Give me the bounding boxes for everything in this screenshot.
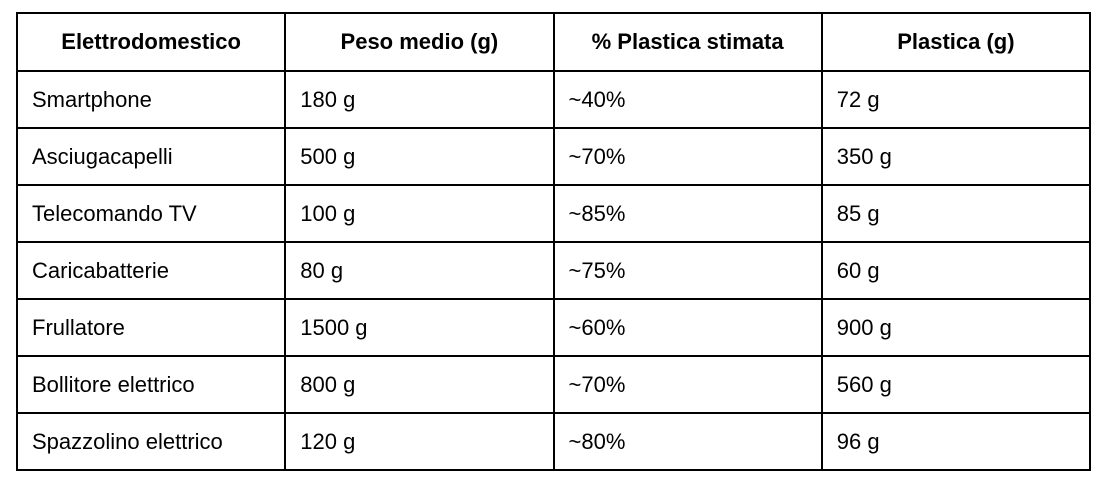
table-cell: 800 g bbox=[284, 355, 555, 414]
table-cell: 72 g bbox=[820, 70, 1092, 129]
table-cell: 120 g bbox=[284, 412, 555, 471]
table-cell: Asciugacapelli bbox=[15, 127, 287, 186]
data-table: Elettrodomestico Peso medio (g)% Plastica… bbox=[15, 12, 1092, 471]
table-row: Spazzolino elettrico 120 g ~80% 96 g bbox=[15, 412, 1092, 471]
table-cell: Smartphone bbox=[15, 70, 287, 129]
table-cell: ~85% bbox=[552, 184, 823, 243]
table-body: Smartphone 180 g ~40% 72 g Asciugacapelli 500… bbox=[15, 70, 1092, 471]
header-cell: Plastica (g) bbox=[820, 12, 1092, 72]
table-cell: 85 g bbox=[820, 184, 1092, 243]
table-cell: Frullatore bbox=[15, 298, 287, 357]
table-cell: 80 g bbox=[284, 241, 555, 300]
table-cell: 180 g bbox=[284, 70, 555, 129]
table-cell: 60 g bbox=[820, 241, 1092, 300]
table-cell: Telecomando TV bbox=[15, 184, 287, 243]
table-cell: ~70% bbox=[552, 127, 823, 186]
header-cell: Elettrodomestico bbox=[15, 12, 287, 72]
header-row: Elettrodomestico Peso medio (g)% Plastica… bbox=[15, 12, 1092, 72]
table-cell: 96 g bbox=[820, 412, 1092, 471]
table-row: Telecomando TV 100 g ~85% 85 g bbox=[15, 184, 1092, 243]
table-cell: Bollitore elettrico bbox=[15, 355, 287, 414]
table-cell: 350 g bbox=[820, 127, 1092, 186]
table-row: Frullatore 1500 g ~60% 900 g bbox=[15, 298, 1092, 357]
table-row: Asciugacapelli 500 g ~70% 350 g bbox=[15, 127, 1092, 186]
table-cell: 560 g bbox=[820, 355, 1092, 414]
table-cell: ~80% bbox=[552, 412, 823, 471]
header-cell: Peso medio (g) bbox=[284, 12, 555, 72]
header-cell: % Plastica stimata bbox=[552, 12, 823, 72]
table-cell: ~75% bbox=[552, 241, 823, 300]
table-cell: ~70% bbox=[552, 355, 823, 414]
table-cell: Caricabatterie bbox=[15, 241, 287, 300]
table-cell: 500 g bbox=[284, 127, 555, 186]
table-cell: Spazzolino elettrico bbox=[15, 412, 287, 471]
table-row: Smartphone 180 g ~40% 72 g bbox=[15, 70, 1092, 129]
table-row: Bollitore elettrico 800 g ~70% 560 g bbox=[15, 355, 1092, 414]
table-cell: ~40% bbox=[552, 70, 823, 129]
table-row: Caricabatterie 80 g ~75% 60 g bbox=[15, 241, 1092, 300]
table-cell: 1500 g bbox=[284, 298, 555, 357]
table-cell: ~60% bbox=[552, 298, 823, 357]
table-cell: 900 g bbox=[820, 298, 1092, 357]
table-cell: 100 g bbox=[284, 184, 555, 243]
